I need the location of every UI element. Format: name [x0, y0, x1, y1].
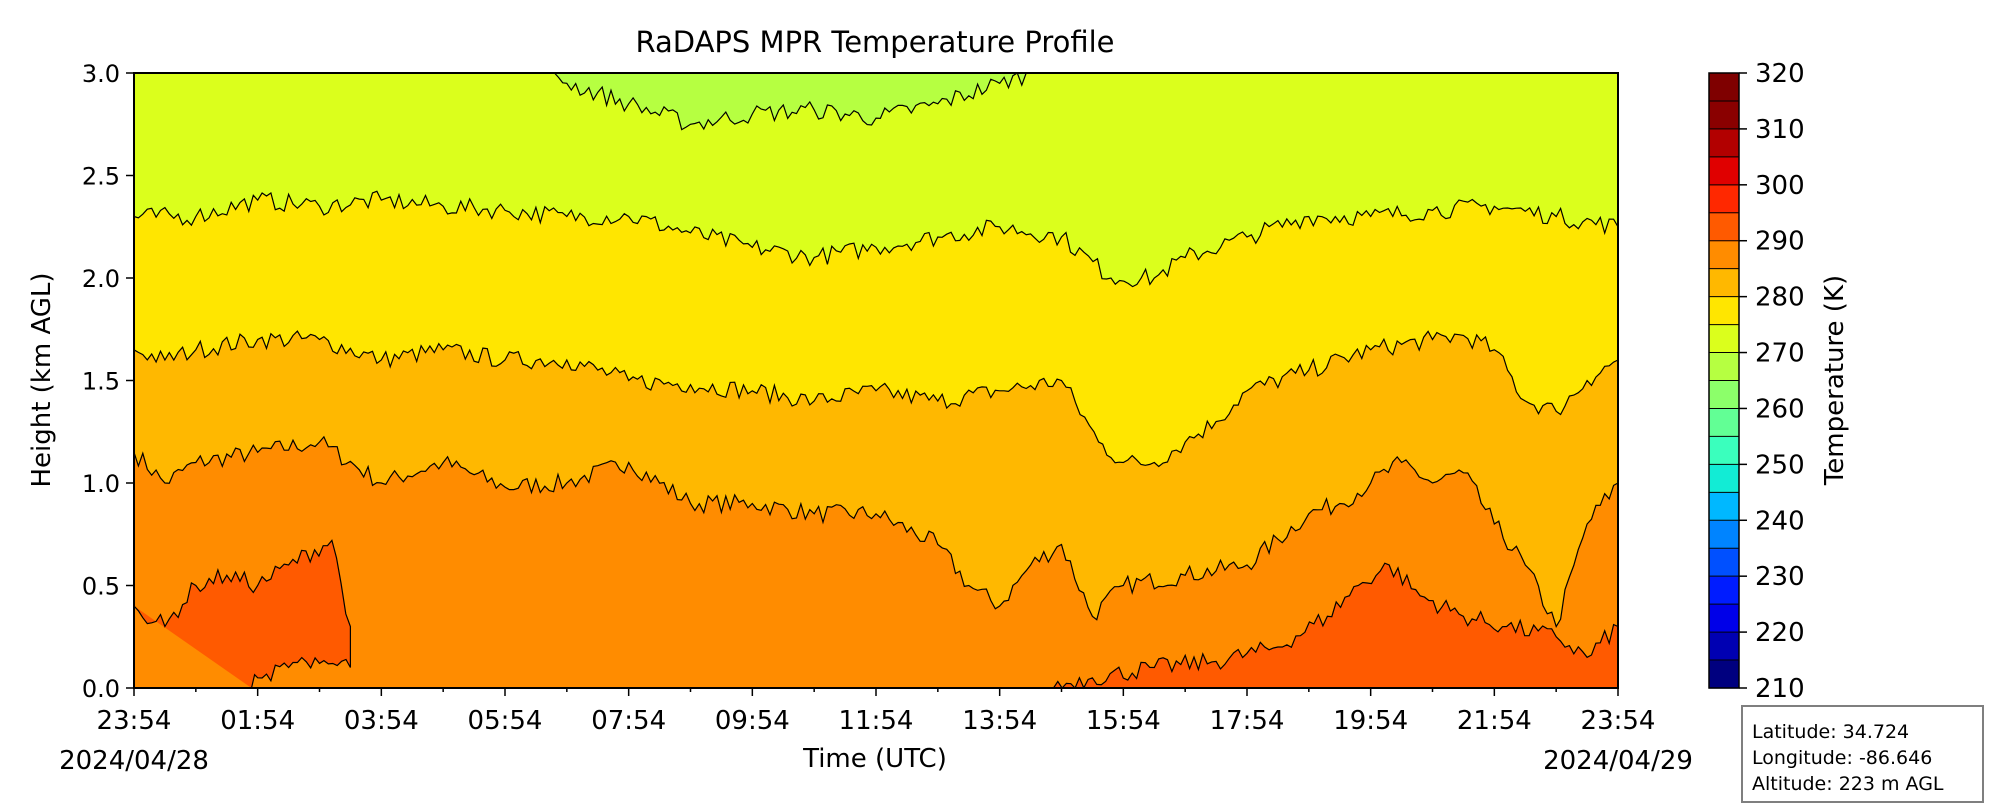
colorbar-segment — [1709, 184, 1739, 214]
x-tick-label: 21:54 — [1457, 706, 1532, 736]
colorbar — [1709, 73, 1739, 689]
colorbar-segment — [1709, 380, 1739, 410]
y-tick-label: 0.0 — [82, 675, 120, 703]
band-290-295-0 — [134, 540, 351, 688]
colorbar-tick-label: 210 — [1755, 674, 1805, 704]
colorbar-segment — [1709, 268, 1739, 298]
colorbar-axis: 210 220 230 240 250 260 270 280 290 300 310 320 — [1739, 59, 1805, 704]
chart-title: RaDAPS MPR Temperature Profile — [635, 25, 1114, 59]
x-tick-label: 07:54 — [591, 706, 666, 736]
y-axis: 0.0 0.5 1.0 1.5 2.0 2.5 3.0 — [82, 60, 134, 703]
band-270-275 — [134, 73, 1618, 287]
band-265-270 — [554, 73, 1031, 130]
colorbar-segment — [1709, 604, 1739, 633]
x-tick-label: 13:54 — [962, 706, 1037, 736]
isotherm-280 — [133, 330, 1619, 468]
station-info-box: Latitude: 34.724 Longitude: -86.646 Alti… — [1741, 705, 1984, 803]
y-axis-label: Height (km AGL) — [27, 272, 57, 487]
x-tick-label: 19:54 — [1333, 706, 1408, 736]
x-tick-label: 15:54 — [1086, 706, 1161, 736]
band-290-295-1 — [1049, 563, 1618, 688]
colorbar-tick-label: 260 — [1755, 394, 1805, 424]
colorbar-segment — [1709, 464, 1739, 493]
colorbar-segment — [1709, 128, 1739, 158]
x-axis: 23:54 01:54 03:54 05:54 07:54 09:54 11:54 13:54… — [97, 688, 1656, 736]
colorbar-frame — [1708, 72, 1740, 689]
colorbar-segment — [1709, 324, 1739, 354]
colorbar-segment — [1709, 212, 1739, 242]
colorbar-tick-label: 290 — [1755, 227, 1805, 257]
colorbar-segment — [1709, 100, 1739, 130]
y-tick-label: 2.0 — [82, 265, 120, 293]
x-tick-label: 03:54 — [344, 706, 419, 736]
isotherm-290-b — [1049, 562, 1619, 690]
colorbar-segment — [1709, 73, 1739, 102]
y-tick-label: 1.5 — [82, 368, 120, 396]
start-date-label: 2024/04/28 — [59, 746, 209, 776]
colorbar-segment — [1709, 660, 1739, 689]
isotherm-285 — [133, 435, 1619, 628]
colorbar-segment — [1709, 436, 1739, 465]
end-date-label: 2024/04/29 — [1543, 746, 1693, 776]
x-tick-label: 23:54 — [97, 706, 172, 736]
colorbar-segment — [1709, 520, 1739, 549]
colorbar-label: Temperature (K) — [1820, 275, 1850, 486]
colorbar-tick-label: 280 — [1755, 283, 1805, 313]
y-tick-label: 0.5 — [82, 573, 120, 601]
isotherm-290-a — [133, 539, 351, 689]
latitude-text: Latitude: 34.724 — [1752, 721, 1910, 743]
colorbar-tick-label: 300 — [1755, 171, 1805, 201]
y-tick-label: 1.0 — [82, 470, 120, 498]
colorbar-tick-label: 320 — [1755, 59, 1805, 89]
altitude-text: Altitude: 223 m AGL — [1752, 773, 1944, 795]
colorbar-segment — [1709, 352, 1739, 382]
colorbar-segment — [1709, 296, 1739, 326]
colorbar-tick-label: 240 — [1755, 506, 1805, 536]
colorbar-tick-label: 220 — [1755, 618, 1805, 648]
y-tick-label: 3.0 — [82, 60, 120, 88]
longitude-text: Longitude: -86.646 — [1752, 747, 1933, 769]
colorbar-segment — [1709, 156, 1739, 186]
colorbar-segment — [1709, 576, 1739, 605]
isotherm-275 — [133, 190, 1619, 288]
y-tick-label: 2.5 — [82, 163, 120, 191]
x-tick-label: 23:54 — [1581, 706, 1656, 736]
x-tick-label: 09:54 — [715, 706, 790, 736]
colorbar-tick-label: 250 — [1755, 450, 1805, 480]
colorbar-tick-label: 230 — [1755, 562, 1805, 592]
x-tick-label: 17:54 — [1210, 706, 1285, 736]
x-axis-label: Time (UTC) — [802, 744, 947, 774]
colorbar-segment — [1709, 492, 1739, 521]
colorbar-segment — [1709, 240, 1739, 270]
plot-area — [134, 73, 1618, 688]
isotherm-contours — [133, 72, 1619, 690]
x-tick-label: 11:54 — [839, 706, 914, 736]
x-tick-label: 05:54 — [468, 706, 543, 736]
colorbar-segment — [1709, 632, 1739, 661]
colorbar-tick-label: 270 — [1755, 339, 1805, 369]
colorbar-segment — [1709, 548, 1739, 577]
x-tick-label: 01:54 — [220, 706, 295, 736]
colorbar-segment — [1709, 408, 1739, 438]
isotherm-270 — [554, 72, 1031, 131]
colorbar-tick-label: 310 — [1755, 115, 1805, 145]
